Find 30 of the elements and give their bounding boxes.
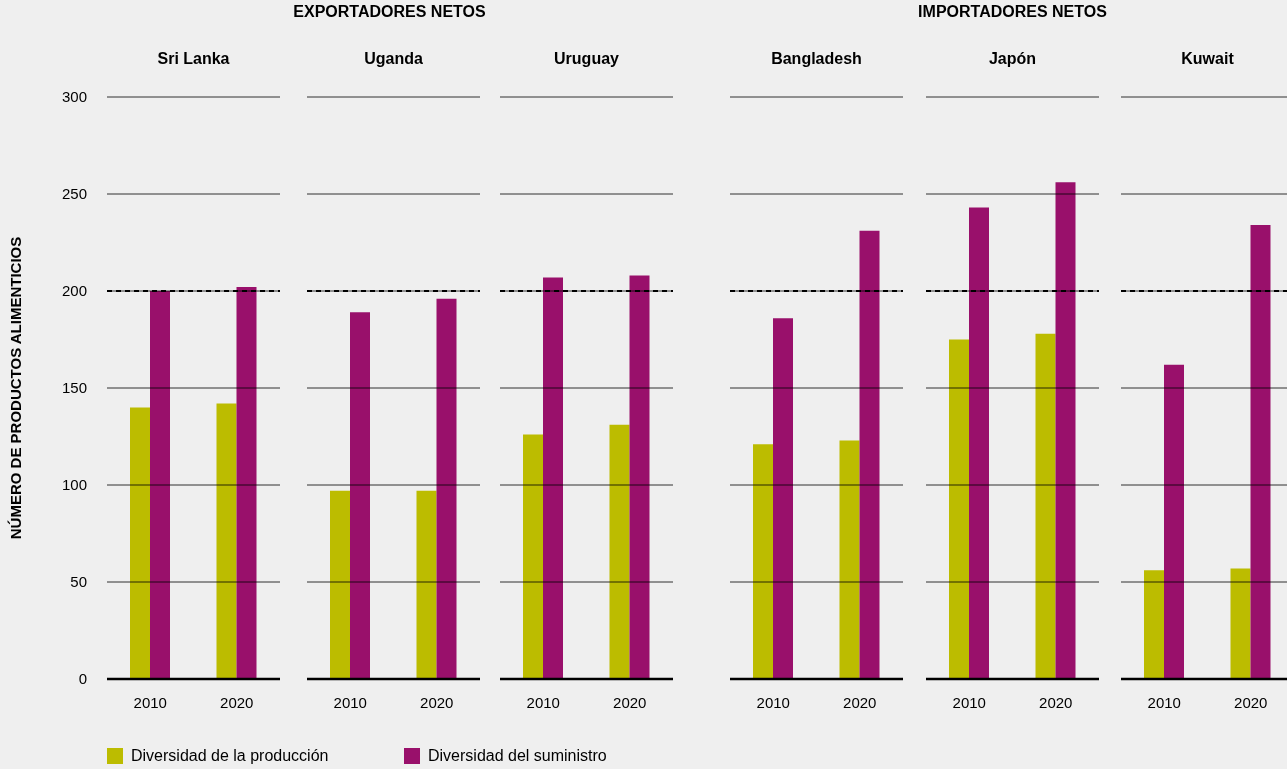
chart-title: Kuwait xyxy=(1180,49,1235,69)
y-tick-label: 150 xyxy=(61,379,87,397)
legend-label: Diversidad de la producción xyxy=(130,747,330,765)
y-tick-label: 300 xyxy=(61,88,87,106)
chart-title: Japón xyxy=(987,49,1038,69)
text: EXPORTADORES NETOS xyxy=(292,3,487,21)
text: IMPORTADORES NETOS xyxy=(917,3,1108,21)
x-tick-label: 2010 xyxy=(526,693,560,711)
x-tick-label: 2020 xyxy=(220,693,254,711)
x-tick-label: 2020 xyxy=(613,693,647,711)
x-tick-label: 2010 xyxy=(756,693,790,711)
chart-title: Uruguay xyxy=(553,49,620,69)
x-tick-label: 2010 xyxy=(333,693,367,711)
y-tick-label: 0 xyxy=(78,670,87,688)
legend-label: Diversidad del suministro xyxy=(427,747,608,765)
x-tick-label: 2010 xyxy=(952,693,986,711)
y-tick-label: 200 xyxy=(61,282,87,300)
x-tick-label: 2020 xyxy=(1234,693,1268,711)
y-tick-label: 50 xyxy=(70,573,87,591)
x-tick-label: 2020 xyxy=(1039,693,1073,711)
chart-title: Uganda xyxy=(363,49,424,69)
x-tick-label: 2010 xyxy=(1147,693,1181,711)
x-tick-label: 2020 xyxy=(420,693,454,711)
y-tick-label: 100 xyxy=(61,476,87,494)
y-axis-title: NÚMERO DE PRODUCTOS ALIMENTICIOS xyxy=(6,235,25,542)
x-tick-label: 2010 xyxy=(133,693,167,711)
chart-title: Sri Lanka xyxy=(156,49,231,69)
chart-title: Bangladesh xyxy=(770,49,863,69)
x-tick-label: 2020 xyxy=(843,693,877,711)
y-tick-label: 250 xyxy=(61,185,87,203)
